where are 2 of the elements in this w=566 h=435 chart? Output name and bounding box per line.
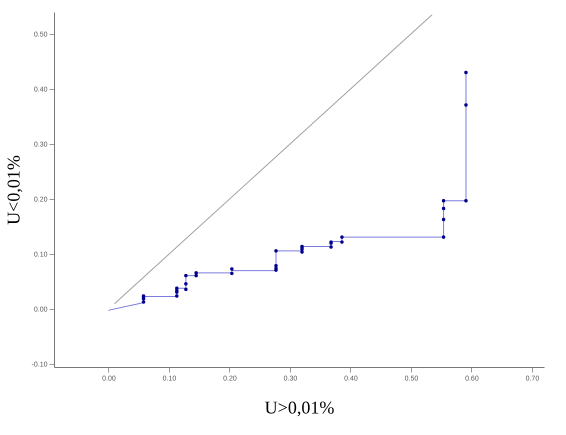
x-axis-title: U>0,01%	[264, 398, 334, 418]
y-axis-title: U<0,01%	[4, 155, 24, 225]
